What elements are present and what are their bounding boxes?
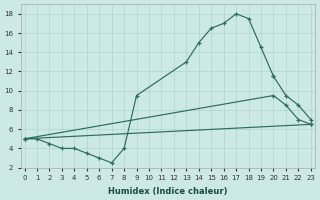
X-axis label: Humidex (Indice chaleur): Humidex (Indice chaleur) [108,187,228,196]
